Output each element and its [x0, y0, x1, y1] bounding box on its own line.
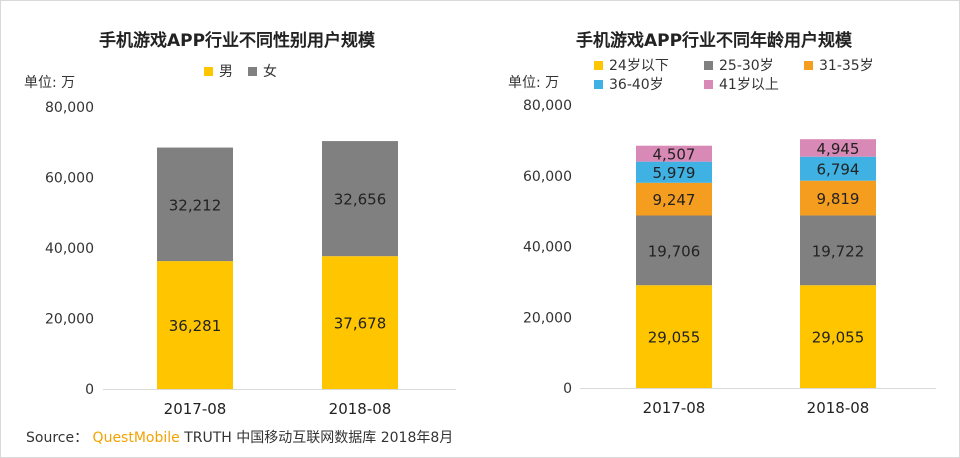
y-tick-label: 80,000	[45, 100, 94, 116]
source-text: TRUTH 中国移动互联网数据库 2018年8月	[184, 430, 454, 446]
y-axis: 0 20,000 40,000 60,000 80,000	[45, 100, 94, 398]
y-tick-label: 40,000	[45, 241, 94, 257]
legend-label: 24岁以下	[609, 58, 669, 74]
x-tick-label: 2018-08	[807, 399, 870, 417]
legend-swatch	[248, 67, 257, 76]
bar-segment	[322, 256, 398, 389]
legend: 男女	[204, 63, 277, 80]
bar-segment	[800, 180, 876, 216]
legend-swatch	[704, 61, 713, 70]
bar-segment	[636, 285, 712, 388]
bar-segment	[636, 182, 712, 216]
source-note: Source： QuestMobile TRUTH 中国移动互联网数据库 201…	[26, 427, 453, 447]
bar-segment	[636, 215, 712, 286]
bar-segment	[157, 147, 233, 262]
legend-label: 31-35岁	[819, 58, 874, 74]
bar-segment	[800, 156, 876, 181]
data-label: 4,945	[817, 140, 860, 158]
age-chart: 手机游戏APP行业不同年龄用户规模 单位: 万 24岁以下 25-30岁 31-35…	[508, 30, 936, 417]
y-tick-label: 20,000	[523, 310, 572, 326]
source-brand: QuestMobile	[92, 430, 180, 446]
x-tick-label: 2017-08	[643, 399, 706, 417]
bar-segment	[636, 145, 712, 162]
bars: 36,281 32,212 37,678 32,656	[157, 141, 398, 389]
legend-swatch	[204, 67, 213, 76]
unit-label: 单位: 万	[508, 75, 559, 91]
legend-swatch	[704, 80, 713, 89]
data-label: 9,819	[817, 190, 860, 208]
data-label: 29,055	[648, 329, 701, 347]
legend-swatch	[594, 80, 603, 89]
y-tick-label: 40,000	[523, 240, 572, 256]
unit-label: 单位: 万	[24, 75, 75, 91]
data-label: 19,722	[812, 242, 865, 260]
data-label: 37,678	[334, 315, 387, 333]
data-label: 6,794	[817, 161, 860, 179]
legend-label: 41岁以上	[719, 77, 779, 93]
bar-segment	[636, 161, 712, 183]
data-label: 19,706	[648, 242, 701, 260]
x-axis: 2017-08 2018-08	[103, 389, 456, 418]
chart-title: 手机游戏APP行业不同性别用户规模	[99, 30, 376, 51]
y-tick-label: 20,000	[45, 312, 94, 328]
y-tick-label: 80,000	[523, 98, 572, 114]
bar-segment	[800, 285, 876, 388]
legend: 24岁以下 25-30岁 31-35岁 36-40岁 41岁以上	[594, 58, 874, 93]
y-tick-label: 0	[563, 381, 572, 397]
y-tick-label: 0	[85, 382, 94, 398]
data-label: 9,247	[653, 191, 696, 209]
data-label: 29,055	[812, 329, 865, 347]
x-axis: 2017-08 2018-08	[580, 388, 936, 417]
data-label: 32,656	[334, 191, 387, 209]
bar-segment	[800, 215, 876, 286]
gender-chart: 手机游戏APP行业不同性别用户规模 单位: 万 男女 020,00040,000…	[24, 30, 456, 418]
legend-label: 女	[263, 63, 277, 80]
legend-label: 男	[219, 64, 233, 80]
legend-swatch	[804, 61, 813, 70]
legend-label: 36-40岁	[609, 77, 664, 93]
x-tick-label: 2018-08	[329, 400, 392, 418]
bar-segment	[157, 261, 233, 389]
chart-title: 手机游戏APP行业不同年龄用户规模	[576, 30, 853, 51]
legend-swatch	[594, 61, 603, 70]
source-prefix: Source：	[26, 430, 89, 446]
data-label: 4,507	[653, 146, 696, 164]
y-tick-label: 60,000	[523, 169, 572, 185]
bar-segment	[800, 139, 876, 157]
y-tick-label: 60,000	[45, 171, 94, 187]
x-tick-label: 2017-08	[164, 400, 227, 418]
data-label: 36,281	[169, 317, 222, 335]
legend-label: 25-30岁	[719, 58, 774, 74]
bar-segment	[322, 141, 398, 257]
data-label: 5,979	[653, 164, 696, 182]
y-axis: 0 20,000 40,000 60,000 80,000	[523, 98, 572, 397]
data-label: 32,212	[169, 196, 222, 214]
